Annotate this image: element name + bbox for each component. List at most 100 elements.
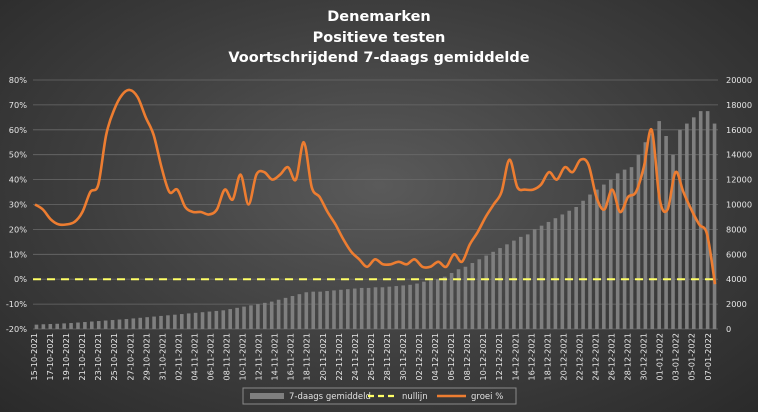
- bar: [539, 225, 544, 329]
- bar: [643, 142, 648, 329]
- bar: [519, 236, 523, 329]
- x-tick-label: 10-11-2021: [238, 333, 248, 381]
- bar: [615, 173, 620, 329]
- x-tick-label: 14-11-2021: [270, 333, 280, 381]
- x-tick-label: 16-11-2021: [286, 333, 296, 381]
- bar: [297, 294, 302, 329]
- y-left-tick-label: 80%: [9, 75, 27, 85]
- x-tick-label: 12-12-2021: [494, 333, 504, 381]
- bar: [636, 154, 641, 329]
- bar: [117, 319, 122, 329]
- y-right-tick-label: 18000: [726, 100, 752, 110]
- bar: [685, 123, 689, 329]
- x-tick-label: 21-10-2021: [77, 333, 87, 381]
- x-tick-label: 14-12-2021: [510, 333, 520, 381]
- bar: [671, 154, 675, 329]
- bar: [214, 310, 219, 329]
- bar: [588, 194, 592, 329]
- bar: [131, 318, 136, 329]
- bar: [235, 307, 239, 329]
- y-left-tick-label: 70%: [9, 100, 27, 110]
- bar: [200, 312, 205, 329]
- y-right-tick-label: 8000: [726, 224, 747, 234]
- bar: [166, 315, 170, 329]
- bar: [498, 248, 502, 329]
- bar: [62, 323, 66, 329]
- bar: [574, 206, 578, 329]
- bar: [41, 324, 46, 329]
- bar: [595, 189, 599, 329]
- bar: [712, 123, 717, 329]
- bar: [650, 133, 655, 329]
- bar: [48, 324, 53, 329]
- bar: [366, 287, 371, 329]
- legend-frame: [242, 387, 517, 405]
- x-tick-label: 17-10-2021: [45, 333, 55, 381]
- x-tick-label: 04-12-2021: [430, 333, 440, 381]
- bar: [207, 311, 212, 329]
- x-tick-label: 02-11-2021: [173, 333, 183, 381]
- bar: [283, 297, 288, 329]
- x-tick-label: 29-10-2021: [141, 333, 151, 381]
- bar: [276, 299, 281, 329]
- y-axis-left: -20% -10% 0% 10% 20% 30% 40% 50% 60% 70% 80%: [6, 75, 27, 334]
- x-tick-label: 27-10-2021: [125, 333, 135, 381]
- bar: [698, 111, 703, 329]
- bar: [242, 306, 246, 329]
- bar: [622, 169, 627, 329]
- bar: [387, 286, 392, 329]
- x-tick-label: 28-11-2021: [382, 333, 392, 381]
- bar: [505, 244, 509, 329]
- x-tick-label: 24-12-2021: [590, 333, 600, 381]
- bar: [352, 288, 357, 329]
- x-tick-label: 22-11-2021: [334, 333, 344, 381]
- bar: [532, 229, 537, 329]
- bar: [373, 287, 378, 329]
- bar: [560, 214, 565, 329]
- legend-swatch-bar: [250, 393, 284, 399]
- bar: [221, 310, 226, 329]
- x-tick-label: 28-12-2021: [623, 333, 633, 381]
- x-tick-label: 20-12-2021: [558, 333, 568, 381]
- bar: [567, 210, 572, 329]
- x-tick-label: 05-01-2022: [687, 333, 697, 381]
- x-tick-label: 18-11-2021: [302, 333, 312, 381]
- line-series-groei: [34, 88, 717, 285]
- bar: [678, 129, 682, 329]
- y-axis-right: 0 2000 4000 6000 8000 10000 12000 14000 16000 180…: [726, 75, 752, 334]
- bar: [311, 291, 316, 329]
- x-tick-label: 26-12-2021: [607, 333, 617, 381]
- bar: [608, 179, 613, 329]
- x-tick-label: 06-12-2021: [446, 333, 456, 381]
- bar: [380, 287, 385, 329]
- x-tick-label: 06-11-2021: [205, 333, 215, 381]
- y-right-tick-label: 2000: [726, 299, 747, 309]
- x-tick-label: 20-11-2021: [318, 333, 328, 381]
- bar: [664, 136, 668, 329]
- bar: [429, 280, 433, 329]
- bar: [705, 111, 710, 329]
- bar: [415, 283, 419, 329]
- bar: [435, 279, 440, 329]
- bar: [256, 304, 260, 329]
- x-axis: 15-10-2021 17-10-2021 19-10-2021 21-10-2021…: [29, 333, 713, 381]
- bar: [249, 305, 253, 329]
- y-left-tick-label: 20%: [9, 224, 27, 234]
- bar: [138, 317, 143, 329]
- growth-line: [34, 88, 717, 285]
- x-tick-label: 24-11-2021: [350, 333, 360, 381]
- bar: [262, 302, 267, 329]
- bar: [76, 322, 80, 329]
- bar: [456, 269, 461, 329]
- bar: [484, 255, 489, 329]
- x-tick-label: 31-10-2021: [157, 333, 167, 381]
- bar: [525, 234, 530, 329]
- bar: [442, 276, 447, 329]
- chart-title-line-1: Denemarken: [327, 9, 430, 25]
- x-tick-label: 22-12-2021: [574, 333, 584, 381]
- bar: [422, 281, 426, 329]
- bar: [463, 266, 468, 329]
- bar: [657, 121, 661, 330]
- bar: [228, 309, 232, 329]
